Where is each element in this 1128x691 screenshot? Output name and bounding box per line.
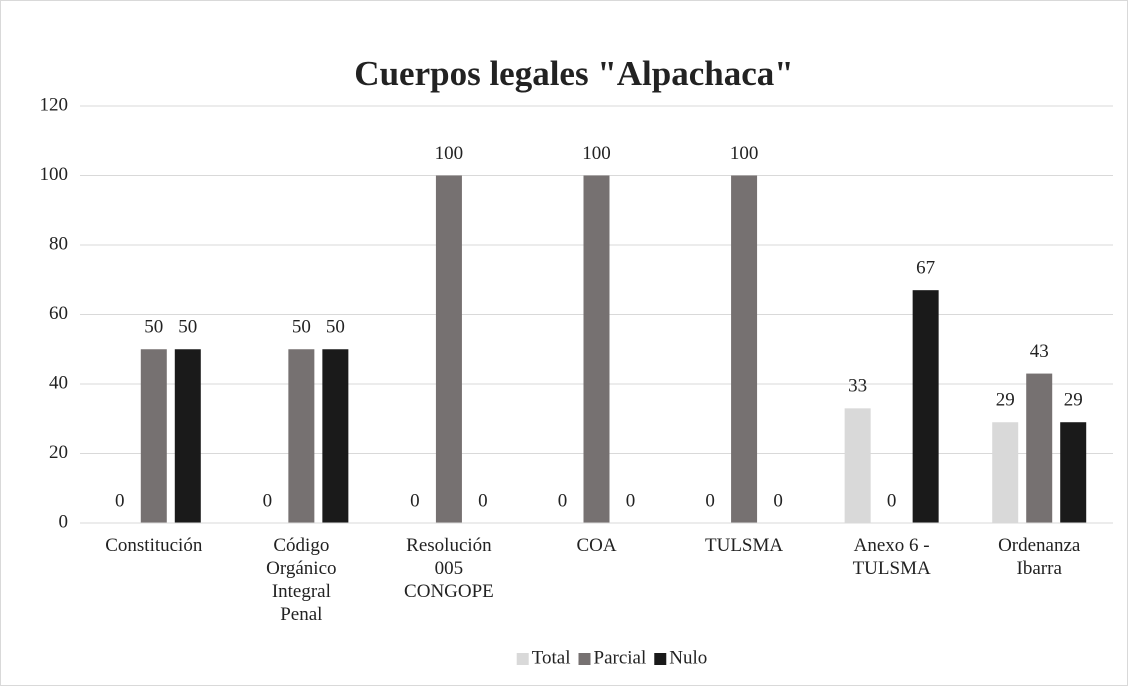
x-tick-label: Ordenanza Ibarra (998, 535, 1081, 579)
x-tick-label: Constitución (105, 535, 203, 556)
bar (140, 349, 167, 523)
bar (992, 422, 1019, 523)
data-label: 100 (435, 143, 464, 164)
bar (322, 349, 349, 523)
data-label: 67 (916, 258, 935, 279)
y-tick-label: 20 (49, 442, 68, 463)
legend-swatch (578, 653, 591, 665)
data-label: 43 (1030, 341, 1049, 362)
chart-title: Cuerpos legales "Alpachaca" (354, 54, 793, 93)
data-label: 29 (1064, 390, 1083, 411)
y-tick-label: 80 (49, 233, 68, 254)
data-label: 50 (178, 317, 197, 338)
data-label: 100 (730, 143, 759, 164)
x-tick-label: Código Orgánico Integral Penal (266, 535, 336, 625)
x-tick-label: COA (576, 535, 616, 556)
data-label: 0 (478, 490, 488, 511)
data-label: 0 (115, 490, 125, 511)
bar (731, 175, 758, 523)
bar (844, 408, 871, 523)
x-tick-label: TULSMA (705, 535, 783, 556)
data-label: 0 (773, 490, 783, 511)
legend-swatch (654, 653, 667, 665)
legend-label: Nulo (669, 647, 707, 668)
data-label: 100 (582, 143, 611, 164)
x-tick-label: Anexo 6 -TULSMA (853, 535, 931, 579)
data-label: 50 (292, 317, 311, 338)
y-tick-label: 120 (40, 94, 69, 115)
y-tick-label: 40 (49, 372, 68, 393)
data-label: 33 (848, 376, 867, 397)
data-label: 29 (996, 390, 1015, 411)
x-tick-label: Resolución 005 CONGOPE (404, 535, 494, 602)
legend-label: Parcial (594, 647, 647, 668)
data-label: 0 (705, 490, 715, 511)
data-label: 0 (263, 490, 273, 511)
data-label: 0 (410, 490, 420, 511)
legend-swatch (516, 653, 529, 665)
bar (435, 175, 462, 523)
y-tick-label: 100 (40, 164, 69, 185)
y-tick-label: 60 (49, 303, 68, 324)
bar (912, 290, 939, 523)
bar (1060, 422, 1087, 523)
data-label: 50 (326, 317, 345, 338)
data-label: 0 (558, 490, 568, 511)
legend-label: Total (532, 647, 571, 668)
bar (174, 349, 201, 523)
data-label: 50 (144, 317, 163, 338)
y-tick-label: 0 (59, 511, 69, 532)
data-label: 0 (626, 490, 636, 511)
bar (583, 175, 610, 523)
data-label: 0 (887, 490, 897, 511)
bar (288, 349, 315, 523)
bar (1026, 373, 1053, 523)
